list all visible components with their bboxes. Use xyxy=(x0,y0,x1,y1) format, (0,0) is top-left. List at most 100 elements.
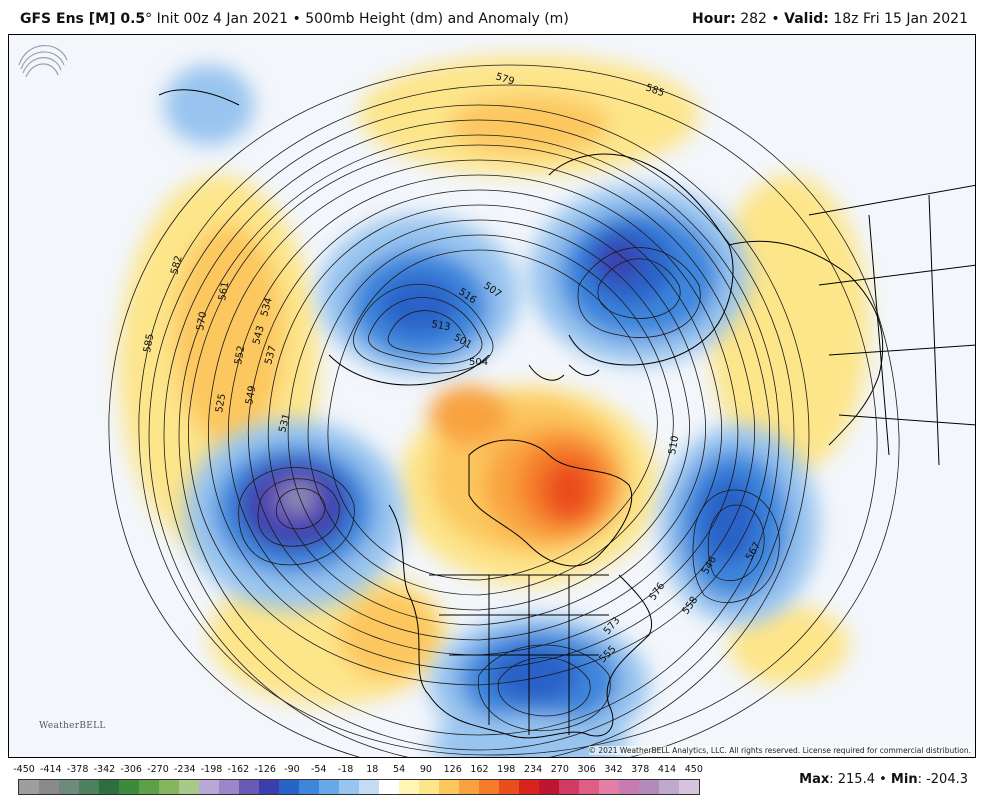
degree-symbol: ° xyxy=(145,11,153,27)
legend-tick-label: -162 xyxy=(227,764,250,775)
header-bar: GFS Ens [M] 0.5° Init 00z 4 Jan 2021 • 5… xyxy=(0,0,984,34)
legend-labels: -450 -414 -378 -342 -306 -270 -234 -198 -162 -126… xyxy=(13,764,708,778)
contour-label: 531 xyxy=(277,412,293,433)
contour-label: 582 xyxy=(169,254,185,275)
legend-tick-label: 342 xyxy=(604,764,623,775)
legend-swatch xyxy=(199,780,219,794)
min-label: Min xyxy=(890,772,918,787)
map-panel: 579 585 582 585 570 561 534 552 543 537 … xyxy=(8,34,976,758)
legend-tick-label: -234 xyxy=(173,764,196,775)
init-time: Init 00z 4 Jan 2021 xyxy=(152,11,289,27)
legend-tick-label: 378 xyxy=(631,764,650,775)
max-value: : 215.4 xyxy=(829,772,875,787)
legend-tick-label: -342 xyxy=(93,764,116,775)
legend-swatch xyxy=(99,780,119,794)
contour-label: 552 xyxy=(233,345,247,366)
legend-tick-label: -198 xyxy=(200,764,223,775)
product-name: 500mb Height (dm) and Anomaly (m) xyxy=(305,11,569,27)
contour-label: 573 xyxy=(602,615,623,637)
chart-title: GFS Ens [M] 0.5° Init 00z 4 Jan 2021 • 5… xyxy=(20,11,569,27)
contour-label: 537 xyxy=(263,344,279,365)
legend-tick-label: 90 xyxy=(419,764,432,775)
legend-tick-label: 18 xyxy=(366,764,379,775)
contour-label: 570 xyxy=(195,311,209,332)
legend-swatch xyxy=(659,780,679,794)
contour-label: 549 xyxy=(244,385,258,406)
legend-tick-label: -126 xyxy=(254,764,276,775)
legend-color-bar xyxy=(18,779,700,795)
height-contours xyxy=(108,64,900,757)
legend-tick-label: 306 xyxy=(577,764,596,775)
legend-tick-label: -414 xyxy=(40,764,62,775)
separator-bullet: • xyxy=(288,11,306,27)
legend-swatch xyxy=(639,780,659,794)
legend-swatch xyxy=(499,780,519,794)
legend-swatch xyxy=(19,780,39,794)
anomaly-map: 579 585 582 585 570 561 534 552 543 537 … xyxy=(108,55,975,757)
legend-swatch xyxy=(359,780,379,794)
legend-swatch xyxy=(419,780,439,794)
legend-tick-label: 450 xyxy=(684,764,703,775)
contour-label: 504 xyxy=(469,357,488,368)
legend-tick-label: 162 xyxy=(470,764,489,775)
legend-swatch xyxy=(179,780,199,794)
legend-swatch xyxy=(399,780,419,794)
legend-swatch xyxy=(479,780,499,794)
legend-swatch xyxy=(59,780,79,794)
copyright-notice: © 2021 WeatherBELL Analytics, LLC. All r… xyxy=(588,746,971,755)
legend-swatch xyxy=(459,780,479,794)
contour-label: 561 xyxy=(217,281,231,302)
contour-label: 585 xyxy=(142,333,156,354)
legend-swatch xyxy=(119,780,139,794)
legend-tick-label: 414 xyxy=(657,764,677,775)
legend-swatch xyxy=(279,780,299,794)
legend-swatch xyxy=(599,780,619,794)
min-value: : -204.3 xyxy=(917,772,968,787)
legend-swatch xyxy=(299,780,319,794)
legend-tick-label: -450 xyxy=(13,764,35,775)
legend-swatch xyxy=(679,780,699,794)
legend-tick-label: 234 xyxy=(523,764,543,775)
legend-swatch xyxy=(439,780,459,794)
legend-swatch xyxy=(619,780,639,794)
legend-tick-label: -18 xyxy=(337,764,354,775)
negative-anomaly-fields xyxy=(164,65,819,757)
color-legend: -450 -414 -378 -342 -306 -270 -234 -198 -162 -126… xyxy=(13,764,708,795)
valid-label: Valid: xyxy=(784,11,829,27)
legend-swatch xyxy=(219,780,239,794)
contour-label: 543 xyxy=(251,324,267,345)
legend-swatch xyxy=(79,780,99,794)
legend-tick-label: -54 xyxy=(310,764,327,775)
contour-label: 513 xyxy=(430,319,451,333)
contour-label: 534 xyxy=(259,296,275,317)
legend-tick-label: 54 xyxy=(393,764,406,775)
contour-label: 525 xyxy=(214,393,228,414)
legend-swatch xyxy=(339,780,359,794)
legend-swatch xyxy=(139,780,159,794)
contour-label: 510 xyxy=(667,435,681,456)
coastlines xyxy=(158,89,975,739)
legend-tick-label: 198 xyxy=(497,764,516,775)
legend-swatch xyxy=(319,780,339,794)
hour-value: 282 xyxy=(735,11,767,27)
valid-time: Hour: 282 • Valid: 18z Fri 15 Jan 2021 xyxy=(691,11,968,27)
legend-swatch xyxy=(259,780,279,794)
legend-swatch xyxy=(539,780,559,794)
legend-swatch xyxy=(39,780,59,794)
legend-swatch xyxy=(239,780,259,794)
legend-tick-label: 270 xyxy=(550,764,569,775)
legend-swatch xyxy=(159,780,179,794)
legend-tick-label: -90 xyxy=(284,764,300,775)
legend-swatch xyxy=(559,780,579,794)
legend-tick-label: -306 xyxy=(120,764,142,775)
legend-swatch xyxy=(579,780,599,794)
model-name: GFS Ens [M] 0.5 xyxy=(20,11,146,27)
legend-swatch xyxy=(519,780,539,794)
legend-swatch xyxy=(379,780,399,794)
legend-tick-label: -270 xyxy=(147,764,169,775)
hour-label: Hour: xyxy=(691,11,736,27)
legend-tick-label: -378 xyxy=(66,764,89,775)
legend-tick-label: 126 xyxy=(443,764,462,775)
valid-value: 18z Fri 15 Jan 2021 xyxy=(828,11,968,27)
logo-text: WeatherBELL xyxy=(39,721,106,731)
